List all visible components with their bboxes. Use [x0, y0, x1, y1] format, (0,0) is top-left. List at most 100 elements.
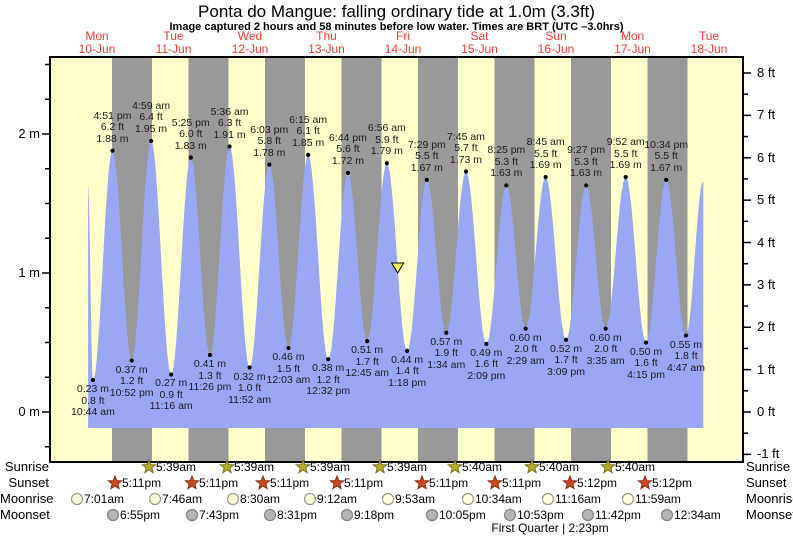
tide-label-line: 6.1 ft	[296, 125, 320, 138]
low-tide-dot	[286, 345, 291, 351]
low-tide-dot	[603, 326, 608, 331]
low-tide-dot	[169, 372, 174, 377]
high-tide-label: 8:45 am 5.5 ft 1.69 m	[509, 137, 583, 172]
day-header: Tue 18-Jun	[671, 30, 747, 56]
tide-label-line: 7:45 am	[446, 130, 485, 143]
tide-label-line: 0.27 m	[155, 377, 188, 390]
moonrise-circle-icon	[541, 492, 555, 506]
y-axis-right-label: 3 ft	[757, 276, 776, 292]
astro-time: 5:11pm	[502, 476, 542, 490]
astro-row-label-right: Sunset	[746, 475, 787, 490]
low-tide-dot	[207, 352, 213, 358]
astro-time: 5:39am	[156, 460, 197, 474]
day-name: Wed	[237, 29, 263, 43]
high-tide-dot	[623, 174, 628, 180]
tide-label-line: 3:09 pm	[547, 365, 585, 378]
astro-row-label-left: Sunset	[8, 475, 49, 490]
moonset-circle-icon	[660, 508, 674, 522]
tide-label-line: 1.85 m	[292, 136, 325, 149]
astro-row-label-right: Sunrise	[746, 459, 791, 474]
tide-label-line: 6:44 pm	[328, 131, 367, 144]
tide-label-line: 5.9 ft	[375, 133, 399, 146]
day-date: 16-Jun	[537, 42, 575, 56]
tide-label-line: 5.5 ft	[614, 147, 638, 160]
sunset-star-icon	[486, 474, 504, 490]
astro-time: 8:30am	[240, 492, 281, 506]
tide-label-line: 10:34 pm	[644, 138, 689, 151]
day-date: 11-Jun	[155, 42, 192, 56]
day-header: Wed 12-Jun	[212, 30, 288, 56]
sunrise-star-icon	[523, 458, 541, 474]
astro-time: 5:11pm	[429, 476, 469, 490]
sunset-star-icon	[254, 474, 272, 490]
low-tide-dot	[129, 358, 134, 363]
low-tide-label: 0.50 m 1.6 ft 4:15 pm	[609, 346, 683, 382]
tide-label-line: 0.37 m	[115, 363, 148, 376]
tide-label-line: 1.67 m	[650, 161, 683, 174]
high-tide-dot	[267, 162, 272, 167]
high-tide-dot	[345, 170, 351, 176]
high-tide-dot	[110, 148, 115, 153]
astro-time: 5:11pm	[199, 476, 239, 490]
high-tide-dot	[543, 174, 548, 180]
moonset-circle-icon	[581, 508, 595, 522]
astro-time: 5:39am	[387, 460, 428, 474]
y-axis-right-label: 4 ft	[757, 234, 776, 250]
sunset-star-icon	[106, 474, 124, 490]
day-name: Tue	[698, 29, 720, 43]
astro-time: 5:40am	[615, 460, 656, 474]
astro-row-label-left: Sunrise	[4, 459, 49, 474]
low-tide-dot	[643, 340, 649, 345]
tide-label-line: 2.0 ft	[593, 343, 618, 356]
tide-label-line: 0.55 m	[669, 338, 703, 351]
tide-label-line: 1.95 m	[135, 122, 168, 135]
low-tide-label: 0.32 m 1.0 ft 11:52 am	[213, 371, 287, 407]
tide-label-line: 7:29 pm	[407, 138, 446, 151]
tide-label-line: 1.0 ft	[237, 382, 262, 395]
tide-label-line: 5.5 ft	[533, 147, 558, 160]
high-tide-label: 5:36 am 6.3 ft 1.91 m	[193, 106, 267, 142]
tide-label-line: 5.7 ft	[454, 142, 478, 155]
high-tide-label: 6:15 am 6.1 ft 1.85 m	[271, 113, 345, 150]
high-tide-dot	[149, 138, 154, 144]
high-tide-label: 9:27 pm 5.3 ft 1.63 m	[549, 145, 623, 180]
tide-label-line: 3:35 am	[586, 354, 625, 367]
moonset-circle-icon	[503, 508, 517, 522]
sunset-star-icon	[413, 474, 431, 490]
tide-label-line: 6:15 am	[289, 113, 328, 126]
day-header: Sat 15-Jun	[442, 30, 518, 56]
high-tide-dot	[227, 144, 232, 149]
tide-label-line: 1.2 ft	[316, 373, 340, 386]
tide-label-line: 1.5 ft	[276, 362, 301, 375]
low-tide-label: 0.38 m 1.2 ft 12:32 pm	[291, 363, 365, 398]
sunset-star-icon	[561, 474, 579, 490]
high-tide-dot	[188, 155, 193, 160]
tide-label-line: 5.3 ft	[574, 155, 598, 168]
tide-label-line: 9:27 pm	[567, 144, 606, 157]
high-tide-dot	[384, 161, 389, 166]
y-axis-right-label: 8 ft	[757, 65, 776, 80]
day-date: 12-Jun	[231, 42, 269, 56]
tide-label-line: 1.7 ft	[554, 354, 578, 367]
tide-label-line: 1.69 m	[609, 159, 642, 172]
day-name: Mon	[85, 29, 109, 43]
day-name: Fri	[396, 29, 410, 43]
low-tide-dot	[405, 348, 410, 353]
astro-time: 12:34am	[674, 508, 721, 522]
tide-label-line: 1.88 m	[96, 132, 129, 145]
y-axis-left-label: 0 m	[18, 404, 40, 419]
tide-label-line: 6.0 ft	[179, 128, 203, 141]
tide-label-line: 1.63 m	[490, 167, 523, 180]
day-date: 17-Jun	[614, 42, 651, 56]
day-header: Fri 14-Jun	[365, 30, 441, 56]
day-date: 15-Jun	[461, 42, 498, 56]
low-tide-label: 0.60 m 2.0 ft 3:35 am	[569, 332, 643, 368]
high-tide-dot	[306, 152, 311, 157]
moonrise-circle-icon	[70, 492, 84, 506]
day-name: Thu	[316, 29, 337, 43]
moonset-circle-icon	[185, 508, 199, 522]
tide-label-line: 1.7 ft	[355, 355, 379, 368]
moonset-circle-icon	[106, 508, 120, 522]
astro-time: 5:40am	[462, 460, 503, 474]
